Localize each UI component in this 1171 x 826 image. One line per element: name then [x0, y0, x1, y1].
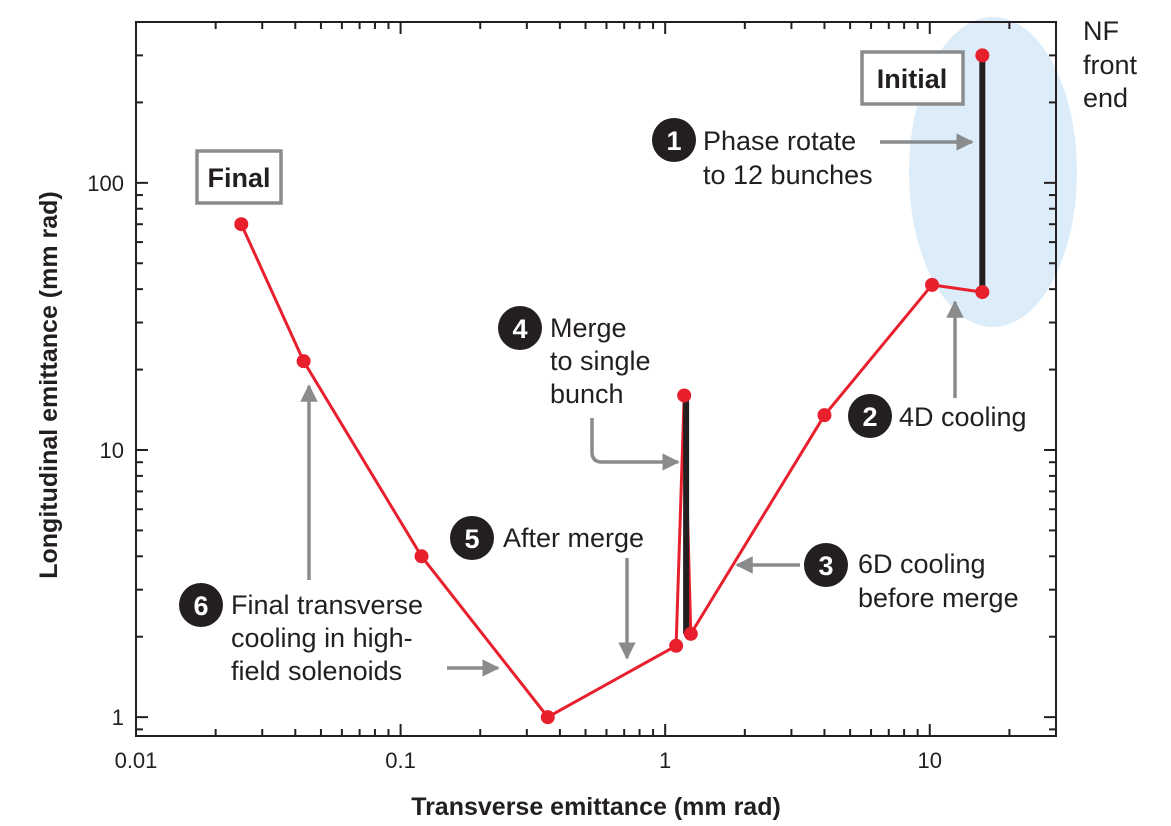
step3-text-line2: before merge — [858, 583, 1019, 613]
data-point-initial-top — [975, 48, 990, 63]
step6-text-line3: field solenoids — [231, 656, 402, 686]
step1-text-line1: Phase rotate — [703, 126, 856, 156]
step4-number: 4 — [512, 314, 527, 344]
step3-text-line1: 6D cooling — [858, 549, 986, 579]
step4-text-line2: to single — [550, 346, 651, 376]
nf-label-line2: front — [1083, 50, 1138, 80]
step6-text-line1: Final transverse — [231, 590, 423, 620]
data-points — [234, 48, 990, 725]
step2-text-line1: 4D cooling — [899, 402, 1027, 432]
series-line — [239, 223, 983, 719]
data-point — [677, 388, 692, 403]
arrow-step4 — [590, 418, 680, 471]
step2-number: 2 — [862, 402, 877, 432]
step3-number: 3 — [818, 551, 833, 581]
data-point — [975, 285, 990, 300]
x-tick-label: 1 — [659, 748, 671, 773]
data-point — [540, 710, 555, 725]
plot-frame — [135, 21, 1057, 737]
initial-label: Initial — [877, 64, 948, 94]
y-tick-label: 1 — [112, 705, 124, 730]
axis-ticks — [135, 21, 1057, 736]
step1-number: 1 — [666, 126, 681, 156]
data-point — [414, 549, 429, 564]
x-tick-label: 10 — [918, 748, 942, 773]
data-point — [296, 354, 311, 369]
y-tick-label: 100 — [87, 171, 124, 196]
data-point — [683, 626, 698, 641]
data-point — [817, 408, 832, 423]
vertical-segments — [683, 55, 986, 634]
step4-text-line3: bunch — [550, 379, 624, 409]
series-lines — [239, 223, 983, 719]
y-axis-label: Longitudinal emittance (mm rad) — [35, 191, 63, 579]
annotation-arrows — [300, 133, 974, 677]
x-tick-label: 0.01 — [115, 748, 158, 773]
data-point — [234, 217, 249, 232]
initial-box — [860, 50, 965, 106]
step5-badge — [450, 516, 494, 560]
step3-badge — [804, 543, 848, 587]
step6-badge — [179, 583, 223, 627]
step5-text-line1: After merge — [503, 523, 644, 553]
step4-text-line1: Merge — [550, 313, 627, 343]
x-tick-label: 0.1 — [385, 748, 416, 773]
x-tick-labels: 0.01 0.1 1 10 — [115, 748, 942, 773]
x-axis-label: Transverse emittance (mm rad) — [411, 793, 781, 821]
step6-text-line2: cooling in high- — [231, 623, 413, 653]
final-label: Final — [207, 163, 270, 193]
data-point — [669, 638, 684, 653]
y-tick-labels: 1 10 100 — [87, 171, 124, 730]
y-tick-label: 10 — [100, 438, 124, 463]
step2-badge — [848, 394, 892, 438]
step6-number: 6 — [193, 591, 208, 621]
step1-badge — [652, 118, 696, 162]
nf-label-line1: NF — [1083, 16, 1119, 46]
data-point — [925, 277, 940, 292]
nf-label-line3: end — [1083, 83, 1128, 113]
step5-number: 5 — [464, 524, 479, 554]
step4-badge — [498, 306, 542, 350]
step1-text-line2: to 12 bunches — [703, 160, 873, 190]
final-box — [195, 149, 283, 205]
